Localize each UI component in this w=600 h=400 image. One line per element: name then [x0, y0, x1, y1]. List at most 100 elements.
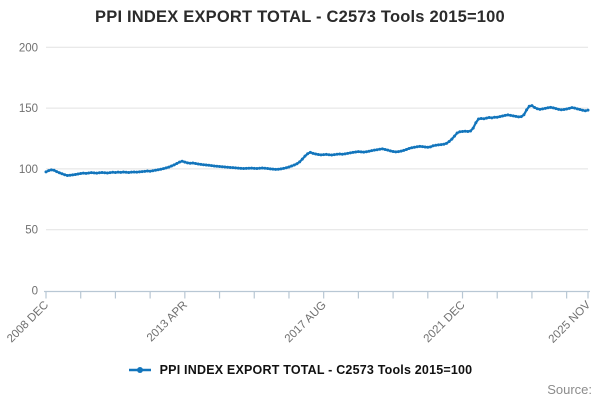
- data-point-marker: [570, 106, 574, 110]
- data-point-marker: [565, 107, 569, 111]
- data-point-marker: [151, 169, 155, 173]
- data-point-marker: [322, 153, 326, 157]
- data-point-marker: [407, 146, 411, 150]
- data-point-marker: [199, 162, 203, 166]
- data-point-marker: [485, 116, 489, 120]
- data-point-marker: [258, 166, 262, 170]
- data-point-marker: [332, 153, 336, 157]
- data-point-marker: [65, 173, 69, 177]
- data-point-marker: [55, 170, 59, 174]
- data-point-marker: [453, 134, 456, 138]
- data-point-marker: [434, 143, 438, 147]
- data-point-marker: [156, 168, 160, 172]
- data-point-marker: [418, 144, 422, 148]
- data-point-marker: [461, 129, 465, 133]
- data-point-marker: [436, 143, 440, 147]
- data-point-marker: [311, 151, 315, 155]
- data-point-marker: [541, 107, 545, 111]
- data-point-marker: [554, 107, 558, 111]
- data-point-marker: [316, 153, 320, 157]
- data-point-marker: [410, 146, 414, 150]
- data-point-marker: [89, 171, 93, 175]
- data-point-marker: [49, 168, 53, 172]
- data-point-marker: [469, 129, 473, 133]
- data-point-marker: [161, 167, 165, 171]
- data-point-marker: [175, 162, 179, 166]
- data-point-marker: [530, 104, 534, 108]
- data-point-marker: [234, 166, 238, 170]
- data-point-marker: [105, 171, 109, 175]
- data-point-marker: [522, 113, 526, 117]
- data-point-marker: [375, 148, 379, 152]
- data-point-marker: [143, 169, 147, 173]
- data-point-marker: [188, 161, 192, 165]
- data-point-marker: [431, 144, 435, 148]
- data-point-marker: [391, 150, 395, 154]
- data-point-marker: [186, 161, 190, 165]
- data-point-marker: [73, 172, 77, 176]
- data-point-marker: [47, 169, 51, 173]
- x-tick-label: 2025 NOV: [547, 299, 594, 346]
- data-point-marker: [330, 153, 334, 157]
- data-point-marker: [479, 116, 483, 120]
- chart-title: PPI INDEX EXPORT TOTAL - C2573 Tools 201…: [95, 8, 505, 26]
- data-point-marker: [196, 162, 200, 166]
- data-point-marker: [319, 153, 323, 157]
- data-point-marker: [266, 167, 270, 171]
- y-tick-label-200: 200: [19, 42, 38, 54]
- data-point-marker: [466, 129, 470, 133]
- data-point-marker: [239, 166, 243, 170]
- data-point-marker: [415, 145, 419, 149]
- data-point-marker: [474, 121, 478, 125]
- data-point-marker: [404, 147, 408, 151]
- data-point-marker: [455, 131, 459, 135]
- y-tick-label-100: 100: [19, 164, 38, 176]
- data-point-marker: [263, 166, 267, 170]
- data-point-marker: [543, 106, 547, 110]
- x-tick-label: 2017 AUG: [283, 299, 329, 345]
- data-point-marker: [287, 165, 291, 169]
- data-point-marker: [396, 150, 400, 154]
- data-point-marker: [348, 151, 352, 155]
- data-point-marker: [298, 160, 302, 164]
- data-point-marker: [514, 114, 518, 118]
- data-point-marker: [525, 108, 529, 112]
- data-point-marker: [210, 164, 214, 168]
- legend[interactable]: PPI INDEX EXPORT TOTAL - C2573 Tools 201…: [0, 360, 600, 380]
- data-point-marker: [399, 149, 403, 153]
- source-label: Source:: [547, 382, 592, 397]
- data-point-marker: [567, 106, 571, 110]
- data-point-marker: [562, 107, 566, 111]
- data-point-marker: [362, 150, 366, 154]
- data-point-marker: [538, 107, 542, 111]
- data-point-marker: [490, 116, 494, 120]
- data-point-marker: [354, 150, 358, 154]
- data-point-marker: [276, 167, 280, 171]
- data-point-marker: [412, 145, 416, 149]
- x-tick-label: 2013 APR: [145, 299, 190, 344]
- data-point-marker: [450, 137, 454, 141]
- data-point-marker: [444, 141, 448, 145]
- data-point-marker: [129, 170, 133, 174]
- data-point-marker: [242, 167, 246, 171]
- data-point-marker: [81, 171, 85, 175]
- data-point-marker: [559, 108, 563, 112]
- data-point-marker: [212, 164, 216, 168]
- data-point-marker: [180, 159, 184, 163]
- data-point-marker: [282, 166, 286, 170]
- data-point-marker: [87, 171, 91, 175]
- data-point-marker: [573, 106, 577, 110]
- data-point-marker: [498, 115, 502, 119]
- data-point-marker: [274, 167, 278, 171]
- y-tick-label-150: 150: [19, 103, 38, 115]
- data-point-marker: [471, 126, 475, 130]
- data-point-marker: [356, 150, 360, 154]
- data-point-marker: [97, 171, 101, 175]
- data-point-marker: [340, 152, 344, 156]
- data-point-marker: [218, 164, 222, 168]
- data-point-marker: [303, 154, 307, 158]
- data-point-marker: [447, 140, 451, 144]
- data-point-marker: [372, 148, 376, 152]
- data-point-marker: [252, 166, 256, 170]
- data-point-marker: [164, 166, 168, 170]
